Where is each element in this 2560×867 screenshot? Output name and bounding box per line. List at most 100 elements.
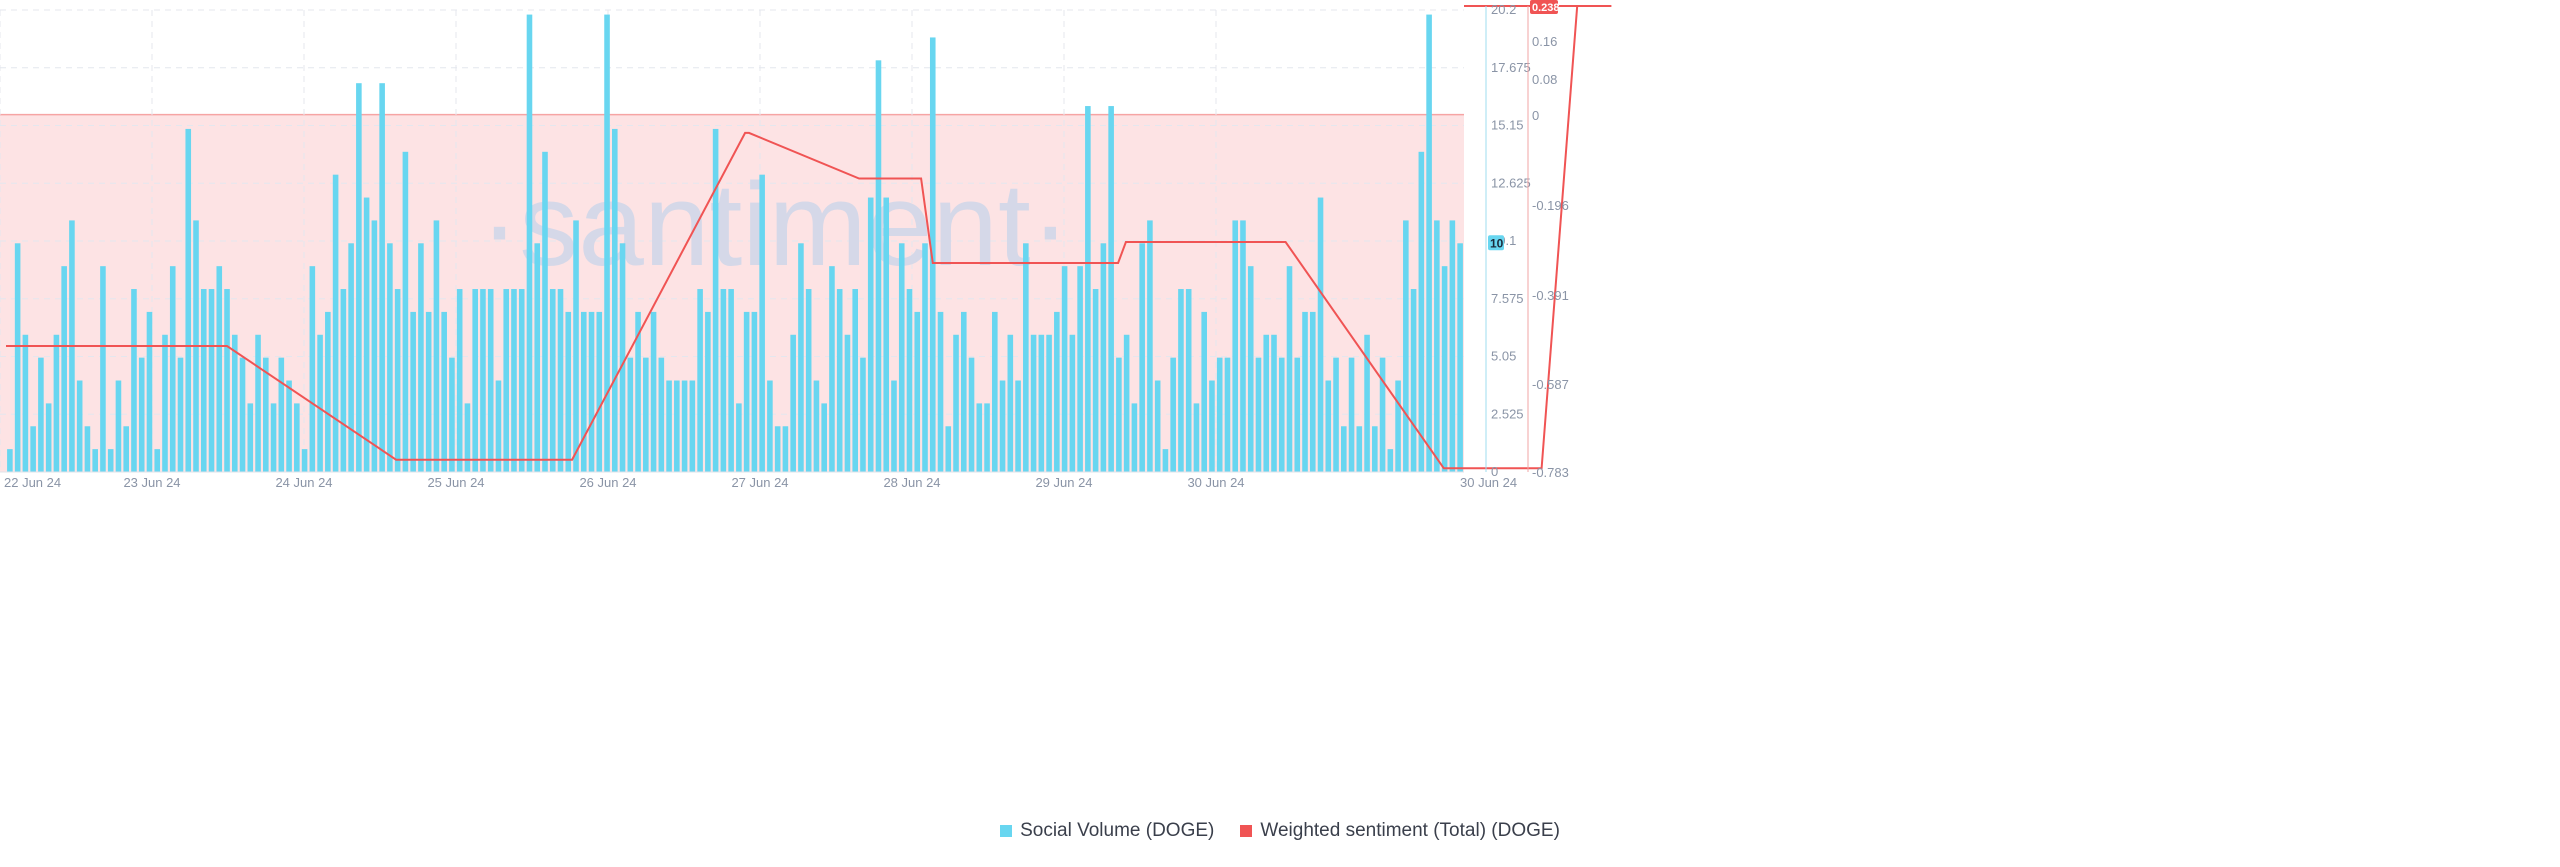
volume-bar	[1046, 334, 1052, 472]
volume-bar	[914, 311, 921, 472]
volume-bar	[689, 380, 696, 472]
volume-bar	[487, 289, 494, 472]
volume-bar	[456, 289, 463, 472]
volume-bar	[596, 311, 603, 472]
volume-bar	[557, 289, 564, 472]
volume-bar	[534, 243, 541, 472]
legend: Social Volume (DOGE) Weighted sentiment …	[0, 820, 2560, 842]
volume-bar	[301, 449, 308, 472]
volume-bar	[743, 311, 750, 472]
volume-bar	[1263, 334, 1270, 472]
volume-bar	[852, 289, 858, 472]
y-left-tick-label: 2.525	[1491, 406, 1524, 421]
legend-swatch-weighted-sentiment	[1240, 825, 1253, 837]
volume-bar	[953, 334, 959, 472]
volume-bar	[992, 311, 998, 472]
volume-bar	[1178, 289, 1184, 472]
volume-bar	[270, 403, 277, 472]
volume-bar	[619, 243, 626, 472]
volume-bar	[1015, 380, 1021, 472]
volume-bar	[836, 289, 843, 472]
volume-bar	[635, 311, 641, 472]
volume-bar	[511, 289, 517, 472]
volume-bar	[798, 243, 804, 472]
volume-bar	[480, 289, 486, 472]
volume-bar	[1278, 357, 1285, 472]
volume-bar	[387, 243, 393, 472]
volume-bar	[829, 266, 835, 472]
volume-bar	[1170, 357, 1176, 472]
volume-bar	[30, 426, 36, 472]
y-left-tick-label: 5.05	[1491, 349, 1516, 364]
volume-bar	[1162, 449, 1169, 472]
legend-label-social-volume: Social Volume (DOGE)	[1020, 820, 1215, 841]
volume-bar	[1193, 403, 1200, 472]
legend-label-weighted-sentiment: Weighted sentiment (Total) (DOGE)	[1260, 820, 1560, 841]
volume-bar	[425, 311, 432, 472]
volume-bar	[898, 243, 905, 472]
volume-bar	[1077, 266, 1083, 472]
volume-bar	[22, 334, 29, 472]
legend-item-social-volume[interactable]: Social Volume (DOGE)	[1000, 820, 1214, 842]
volume-bar	[580, 311, 587, 472]
volume-bar	[875, 60, 882, 472]
x-tick-label: 30 Jun 24	[1187, 475, 1244, 490]
volume-bar	[1372, 426, 1378, 472]
volume-bar	[821, 403, 827, 472]
volume-bar	[449, 357, 455, 472]
legend-item-weighted-sentiment[interactable]: Weighted sentiment (Total) (DOGE)	[1240, 820, 1560, 842]
volume-bar	[418, 243, 424, 472]
volume-bar	[867, 197, 874, 472]
volume-bar	[317, 334, 323, 472]
sentiment-line	[6, 5, 1612, 470]
volume-bar	[1185, 289, 1192, 472]
x-tick-label: 23 Jun 24	[123, 475, 180, 490]
volume-bar	[309, 266, 316, 472]
x-tick-label: 29 Jun 24	[1035, 475, 1092, 490]
volume-bar	[658, 357, 665, 472]
volume-bar	[1302, 311, 1308, 472]
volume-bar	[1201, 311, 1207, 472]
volume-bar	[1154, 380, 1161, 472]
y-left-tick-label: 0	[1491, 464, 1498, 479]
volume-bar	[100, 266, 106, 472]
x-tick-label: 26 Jun 24	[579, 475, 636, 490]
volume-bar	[627, 357, 634, 472]
volume-bar	[1061, 266, 1068, 472]
volume-bar	[340, 289, 347, 472]
y-left-tick-label: 7.575	[1491, 291, 1524, 306]
legend-swatch-social-volume	[1000, 825, 1013, 837]
volume-bar	[216, 266, 223, 472]
volume-bar	[1309, 311, 1316, 472]
volume-bar	[1348, 357, 1355, 472]
x-tick-label: 27 Jun 24	[731, 475, 788, 490]
volume-bar	[123, 426, 129, 472]
volume-bar	[162, 334, 168, 472]
volume-bar	[984, 403, 990, 472]
volume-bar	[1030, 334, 1037, 472]
volume-bar	[14, 243, 21, 472]
volume-bar	[805, 289, 812, 472]
volume-bar	[999, 380, 1006, 472]
volume-bar	[720, 289, 727, 472]
volume-bar	[185, 128, 192, 472]
volume-bar	[891, 380, 897, 472]
x-tick-label: 24 Jun 24	[275, 475, 332, 490]
volume-bar	[1294, 357, 1301, 472]
volume-bar	[1426, 14, 1432, 473]
volume-bar	[1341, 426, 1347, 472]
volume-bar	[1108, 106, 1114, 473]
volume-bar	[247, 403, 254, 472]
volume-bar	[1240, 220, 1246, 472]
volume-bar	[1224, 357, 1231, 472]
volume-bar	[92, 449, 98, 472]
volume-bar	[1356, 426, 1363, 472]
current-volume-badge	[1488, 235, 1504, 251]
volume-bar	[131, 289, 137, 472]
volume-bar	[278, 357, 285, 472]
volume-bar	[1023, 243, 1029, 472]
volume-bar	[860, 357, 866, 472]
volume-bar	[1457, 243, 1463, 472]
